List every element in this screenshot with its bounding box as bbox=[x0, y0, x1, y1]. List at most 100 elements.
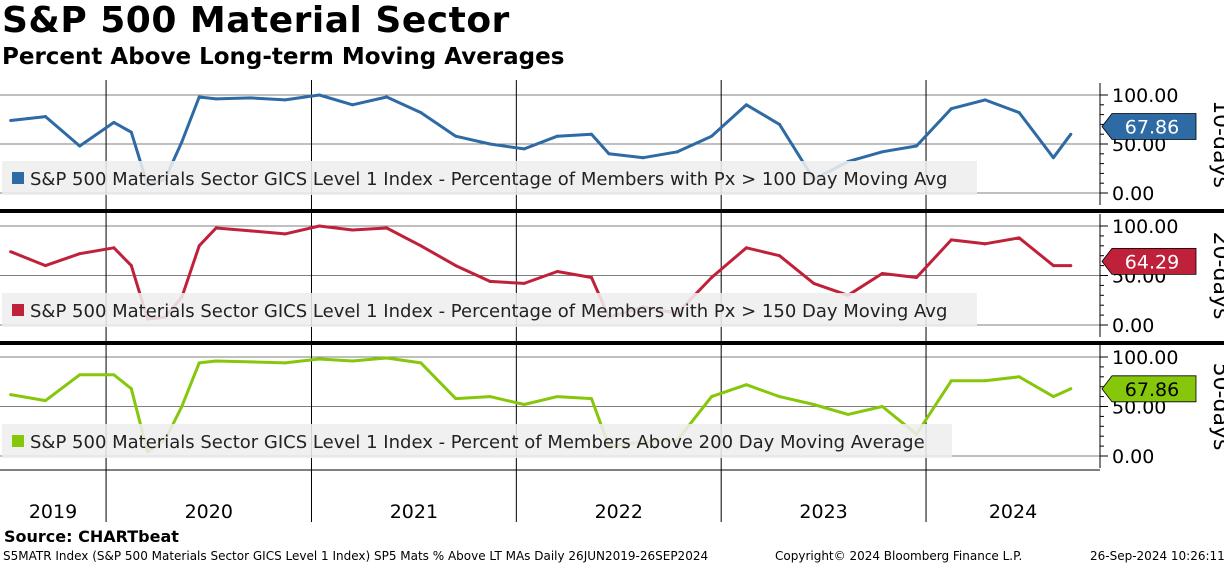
data-point bbox=[197, 95, 201, 99]
data-point bbox=[43, 399, 47, 403]
data-point bbox=[317, 357, 321, 361]
source-note: Source: CHARTbeat bbox=[4, 527, 179, 546]
footer-timestamp: 26-Sep-2024 10:26:11 bbox=[1090, 549, 1224, 563]
data-point bbox=[197, 244, 201, 248]
data-point bbox=[590, 275, 594, 279]
data-point bbox=[488, 279, 492, 283]
last-value-tag bbox=[1101, 247, 1197, 275]
data-point bbox=[555, 395, 559, 399]
last-value-tag bbox=[1101, 375, 1197, 403]
data-point bbox=[778, 395, 782, 399]
data-point bbox=[522, 403, 526, 407]
data-point bbox=[744, 383, 748, 387]
data-point bbox=[1069, 132, 1073, 136]
data-point bbox=[641, 156, 645, 160]
data-point bbox=[9, 118, 13, 122]
data-point bbox=[488, 395, 492, 399]
data-point bbox=[555, 134, 559, 138]
data-point bbox=[1051, 156, 1055, 160]
data-point bbox=[129, 264, 133, 268]
chart-subtitle: Percent Above Long-term Moving Averages bbox=[2, 44, 565, 70]
data-point bbox=[9, 393, 13, 397]
legend-box bbox=[2, 293, 977, 327]
data-point bbox=[880, 405, 884, 408]
legend-swatch bbox=[12, 435, 24, 447]
panel-label: 50-days bbox=[1208, 363, 1224, 451]
data-point bbox=[522, 147, 526, 151]
data-point bbox=[744, 103, 748, 107]
footer-description: S5MATR Index (S&P 500 Materials Sector G… bbox=[3, 549, 709, 563]
data-point bbox=[214, 97, 218, 101]
data-point bbox=[744, 246, 748, 250]
data-point bbox=[1017, 375, 1021, 379]
data-point bbox=[454, 134, 458, 138]
data-point bbox=[983, 98, 987, 102]
data-point bbox=[112, 246, 116, 250]
data-point bbox=[949, 238, 953, 242]
x-tick-label-2024: 2024 bbox=[989, 501, 1037, 523]
data-point bbox=[249, 96, 253, 100]
data-point bbox=[949, 107, 953, 111]
data-point bbox=[1017, 236, 1021, 240]
y-tick-label: 100.00 bbox=[1112, 216, 1178, 238]
data-point bbox=[1069, 387, 1073, 391]
data-point bbox=[607, 152, 611, 156]
data-point bbox=[197, 361, 201, 365]
data-point bbox=[180, 140, 184, 144]
data-point bbox=[983, 379, 987, 383]
data-point bbox=[43, 264, 47, 268]
legend-box bbox=[2, 161, 977, 195]
data-point bbox=[846, 412, 850, 416]
x-tick-label-2023: 2023 bbox=[799, 501, 847, 523]
data-point bbox=[180, 405, 184, 408]
panel-divider bbox=[0, 209, 1224, 213]
data-point bbox=[812, 281, 816, 285]
data-point bbox=[350, 228, 354, 232]
last-value-tag bbox=[1101, 113, 1197, 140]
y-tick-label: 100.00 bbox=[1112, 347, 1178, 369]
data-point bbox=[43, 115, 47, 119]
data-point bbox=[78, 373, 82, 377]
data-point bbox=[778, 122, 782, 126]
legend-label: S&P 500 Materials Sector GICS Level 1 In… bbox=[30, 301, 947, 322]
data-point bbox=[1069, 264, 1073, 268]
data-point bbox=[78, 144, 82, 148]
data-point bbox=[283, 361, 287, 365]
data-point bbox=[454, 264, 458, 268]
data-point bbox=[129, 387, 133, 391]
data-point bbox=[522, 281, 526, 285]
data-point bbox=[488, 142, 492, 146]
data-point bbox=[385, 356, 389, 360]
data-point bbox=[112, 120, 116, 124]
last-value-label: 67.86 bbox=[1125, 116, 1179, 138]
data-point bbox=[710, 275, 714, 279]
data-point bbox=[385, 226, 389, 230]
data-point bbox=[1017, 111, 1021, 115]
panel-divider bbox=[0, 341, 1224, 345]
data-point bbox=[983, 242, 987, 246]
data-point bbox=[710, 134, 714, 138]
chart-title: S&P 500 Material Sector bbox=[2, 0, 510, 41]
data-point bbox=[214, 226, 218, 230]
data-point bbox=[350, 103, 354, 107]
y-tick-label: 0.00 bbox=[1112, 183, 1154, 205]
data-point bbox=[1051, 395, 1055, 399]
panel-label: 20-days bbox=[1208, 232, 1224, 320]
last-value-label: 67.86 bbox=[1125, 379, 1179, 401]
footer-copyright: Copyright© 2024 Bloomberg Finance L.P. bbox=[775, 549, 1023, 563]
data-point bbox=[914, 275, 918, 279]
legend-box bbox=[2, 424, 952, 458]
data-point bbox=[112, 373, 116, 377]
data-point bbox=[214, 359, 218, 363]
data-point bbox=[9, 250, 13, 254]
panel-label: 10-days bbox=[1208, 100, 1224, 188]
data-point bbox=[249, 360, 253, 364]
data-point bbox=[249, 229, 253, 233]
data-point bbox=[283, 98, 287, 102]
x-tick-label-2019: 2019 bbox=[29, 501, 77, 523]
data-point bbox=[914, 144, 918, 148]
data-point bbox=[385, 95, 389, 99]
data-point bbox=[675, 150, 679, 154]
